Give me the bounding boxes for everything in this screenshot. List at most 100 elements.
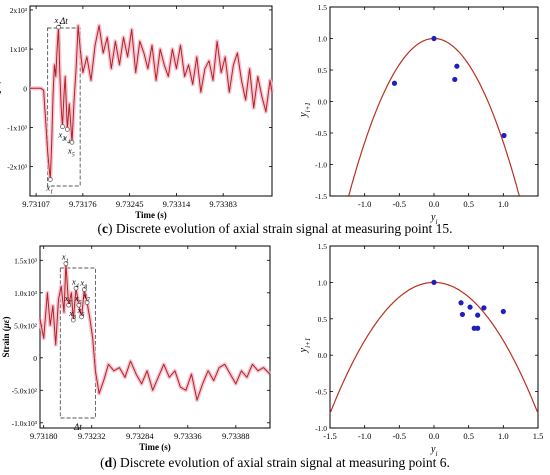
- marker-x5: [69, 139, 75, 145]
- delta-t-label: Δt: [73, 422, 82, 432]
- y-tick-label: 2x10³: [10, 6, 28, 15]
- scatter-point: [501, 132, 507, 139]
- x-tick-label: 1.5: [533, 431, 544, 441]
- scatter-point: [431, 279, 437, 285]
- marker-x8: [81, 287, 87, 292]
- caption-c-text: Discrete evolution of axial strain signa…: [115, 221, 453, 236]
- y-tick-label: -1.0x10³: [12, 419, 38, 428]
- delta-t-label: Δt: [59, 16, 68, 26]
- y-tick-label: 0.5: [318, 66, 328, 75]
- chart-c-left: 9.73107 9.73176 9.73245 9.73314 9.73383 2x10³…: [0, 5, 274, 220]
- chart-c-right: -1.0 -0.5 0.0 0.5 1.0 1.5 1.0 0.5 0.0 -0.5 -1.0 -1.…: [298, 3, 539, 226]
- x-tick-label: -0.5: [393, 199, 406, 209]
- marker-label-x5: x5: [74, 293, 82, 306]
- x-axis-title: Time (s): [135, 210, 167, 220]
- marker-label-x3: x3: [68, 308, 76, 321]
- marker-x7: [84, 300, 90, 305]
- marker-x4: [64, 127, 70, 132]
- y-tick-label: -0.5: [315, 129, 327, 138]
- x-tick-label: 9.73314: [163, 199, 191, 209]
- caption-d-text: Discrete evolution of axial strain signa…: [119, 455, 450, 470]
- marker-label-x1: x1: [45, 183, 53, 196]
- x-tick-label: 0.5: [463, 431, 474, 441]
- scatter-point: [500, 308, 506, 315]
- chart-d-right: -1.5 -1.0 -0.5 0.0 0.5 1.0 1.51.51.00.50.0-0.5…: [298, 242, 543, 458]
- x-axis-title: Time (s): [139, 442, 171, 452]
- scatter-point: [459, 311, 466, 318]
- marker-label-x2: x2: [64, 293, 72, 306]
- plot-frame: [39, 245, 271, 429]
- y-tick-label: -1x10³: [7, 123, 27, 132]
- scatter-point: [481, 305, 487, 311]
- y-tick-label: 1.0: [318, 35, 328, 44]
- x-tick-label: 9.73232: [78, 431, 106, 441]
- marker-x1: [63, 261, 69, 266]
- marker-x2: [66, 302, 72, 308]
- y-axis-title-group: yi+1: [298, 338, 312, 354]
- plot-frame: [29, 5, 273, 197]
- y-tick-label: 5.0x10²: [14, 321, 38, 330]
- x-tick-label: 9.73388: [222, 431, 250, 441]
- chart-d-left: 9.73180 9.73232 9.73284 9.73336 9.73388 1.5x1…: [1, 245, 272, 452]
- scatter-point: [452, 76, 458, 83]
- y-tick-label: 0: [23, 84, 27, 93]
- y-tick-label: -1.5: [315, 192, 327, 201]
- y-tick-label: 1.5x10³: [14, 256, 38, 265]
- signal-line: [39, 263, 271, 401]
- marker-x3: [70, 317, 76, 323]
- scatter-point: [391, 80, 398, 86]
- x-tick-label: 9.73336: [174, 431, 202, 441]
- scatter-point: [475, 312, 481, 318]
- marker-label-x4: x4: [62, 132, 70, 145]
- y-tick-label: 1.0x10³: [14, 289, 38, 298]
- x-tick-label: -1.0: [358, 431, 371, 441]
- marker-label-x7: x7: [82, 291, 91, 304]
- plot-frame: [329, 245, 539, 429]
- y-tick-label: -1.0: [315, 161, 327, 170]
- y-tick-label: 1x10³: [10, 45, 28, 54]
- y-axis-title: yi+1: [298, 338, 312, 354]
- marker-label-x5: x5: [67, 145, 75, 158]
- x-tick-label: 0.5: [463, 199, 474, 209]
- scatter-point: [454, 63, 460, 69]
- delta-t-window: [47, 27, 81, 187]
- x-tick-label: 9.73107: [22, 199, 50, 209]
- y-tick-label: 0: [33, 354, 37, 363]
- y-tick-label: 1.0: [318, 278, 328, 287]
- caption-d-letter: d: [104, 455, 113, 470]
- y-tick-label: -2x10³: [7, 163, 27, 172]
- x-axis-title: yi: [430, 212, 437, 226]
- marker-x2: [56, 24, 61, 30]
- x-tick-label: 0.0: [429, 199, 440, 209]
- marker-label-x4: x4: [71, 276, 79, 289]
- marker-label-x3: x3: [58, 130, 66, 143]
- marker-label-x8: x8: [79, 278, 87, 291]
- y-axis-title: Strain (με): [1, 317, 11, 358]
- marker-x1: [47, 177, 53, 182]
- marker-x3: [60, 124, 65, 130]
- scatter-point: [467, 304, 473, 310]
- x-tick-label: -0.5: [393, 431, 406, 441]
- x-tick-label: 1.0: [498, 431, 509, 441]
- marker-x4: [73, 285, 79, 291]
- caption-c: (c) Discrete evolution of axial strain s…: [97, 221, 453, 236]
- y-tick-label: 1.5: [318, 3, 328, 12]
- marker-label-x6: x6: [77, 305, 85, 318]
- caption-c-letter: c: [101, 221, 108, 236]
- marker-label-x2: x2: [53, 15, 61, 28]
- y-axis-title-group: yi+1: [298, 102, 312, 118]
- y-tick-label: 0.5: [318, 315, 328, 324]
- scatter-point: [475, 325, 481, 331]
- parabola-curve: [329, 281, 539, 414]
- y-axis-title: Strain (με): [0, 81, 1, 122]
- marker-label-x1: x1: [61, 252, 69, 265]
- marker-x5: [76, 302, 82, 308]
- x-tick-label: 9.73245: [116, 199, 144, 209]
- y-tick-label: -5.0x10²: [12, 386, 38, 395]
- plot-frame: [329, 6, 539, 197]
- y-tick-label: 0.0: [318, 98, 328, 107]
- x-tick-label: -1.5: [323, 431, 336, 441]
- x-tick-label: -1.0: [358, 199, 371, 209]
- scatter-point: [458, 300, 464, 306]
